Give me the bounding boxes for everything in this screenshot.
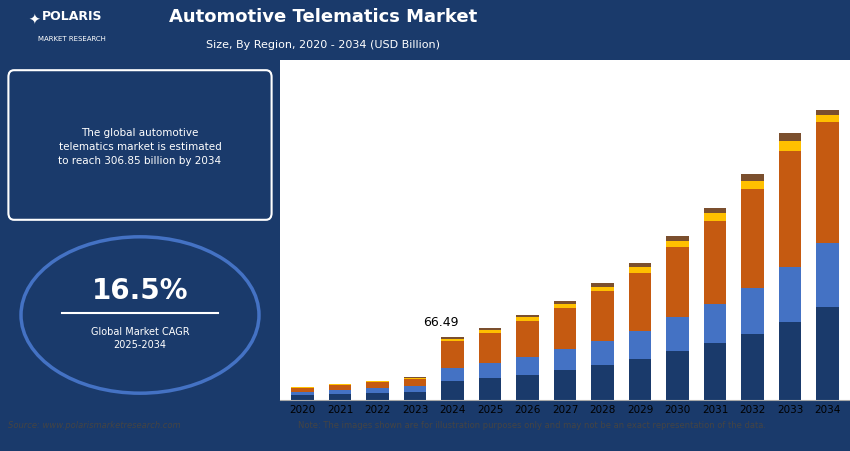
Bar <box>292 395 314 400</box>
Bar <box>516 318 539 321</box>
Bar <box>329 385 351 390</box>
Bar <box>779 141 802 151</box>
Bar <box>404 377 426 378</box>
Bar <box>666 317 688 351</box>
Bar <box>666 247 688 317</box>
Bar <box>292 387 314 392</box>
Bar <box>366 381 388 382</box>
Bar <box>404 379 426 387</box>
Bar <box>553 301 576 304</box>
Bar <box>704 343 726 400</box>
Text: ✦: ✦ <box>28 14 40 28</box>
Bar <box>553 308 576 350</box>
Text: Note: The images shown are for illustration purposes only and may not be an exac: Note: The images shown are for illustrat… <box>298 421 766 430</box>
Bar <box>404 387 426 392</box>
Text: 16.5%: 16.5% <box>92 277 188 305</box>
Bar <box>553 370 576 400</box>
Bar <box>404 378 426 379</box>
Bar <box>704 213 726 221</box>
Bar <box>516 357 539 374</box>
Bar <box>779 267 802 322</box>
Bar <box>704 304 726 343</box>
Bar <box>741 175 764 181</box>
Bar <box>366 393 388 400</box>
Text: 66.49: 66.49 <box>423 316 459 329</box>
Bar <box>479 330 502 333</box>
Text: POLARIS: POLARIS <box>42 10 103 23</box>
Bar <box>816 115 839 122</box>
Bar <box>704 221 726 304</box>
Bar <box>479 363 502 378</box>
Bar <box>441 368 464 381</box>
Bar <box>741 189 764 288</box>
Bar <box>666 236 688 241</box>
Bar <box>629 272 651 331</box>
Bar <box>816 110 839 115</box>
Bar <box>516 315 539 318</box>
Bar <box>516 321 539 357</box>
Bar <box>779 133 802 141</box>
Bar <box>441 337 464 339</box>
Bar <box>592 365 614 400</box>
Bar <box>629 267 651 272</box>
Bar <box>479 333 502 363</box>
Text: MARKET RESEARCH: MARKET RESEARCH <box>38 36 106 42</box>
Bar <box>366 388 388 393</box>
Bar <box>329 394 351 400</box>
Bar <box>329 384 351 385</box>
Bar <box>479 328 502 330</box>
Bar <box>592 341 614 365</box>
Text: Size, By Region, 2020 - 2034 (USD Billion): Size, By Region, 2020 - 2034 (USD Billio… <box>206 40 440 50</box>
Bar <box>741 181 764 189</box>
Text: The global automotive
telematics market is estimated
to reach 306.85 billion by : The global automotive telematics market … <box>59 128 222 166</box>
Bar <box>553 304 576 308</box>
Text: Source: www.polarismarketresearch.com: Source: www.polarismarketresearch.com <box>8 421 181 430</box>
Bar <box>441 339 464 341</box>
Bar <box>329 390 351 394</box>
Bar <box>816 122 839 243</box>
Text: Global Market CAGR
2025-2034: Global Market CAGR 2025-2034 <box>91 327 190 350</box>
Bar <box>779 322 802 400</box>
Bar <box>441 341 464 368</box>
Bar <box>741 288 764 334</box>
Bar <box>666 351 688 400</box>
Bar <box>366 382 388 388</box>
Bar <box>441 381 464 400</box>
Bar <box>629 331 651 359</box>
Bar <box>516 374 539 400</box>
Bar <box>592 283 614 287</box>
Bar <box>704 208 726 213</box>
Bar <box>592 287 614 291</box>
Bar <box>666 241 688 247</box>
Bar <box>292 392 314 395</box>
Bar <box>479 378 502 400</box>
Bar <box>592 291 614 341</box>
Bar <box>553 350 576 370</box>
Bar <box>404 392 426 400</box>
Bar <box>816 308 839 400</box>
Bar <box>779 151 802 267</box>
Text: Automotive Telematics Market: Automotive Telematics Market <box>169 8 477 26</box>
Bar <box>741 334 764 400</box>
Bar <box>629 263 651 267</box>
Bar <box>629 359 651 400</box>
Bar <box>816 243 839 308</box>
